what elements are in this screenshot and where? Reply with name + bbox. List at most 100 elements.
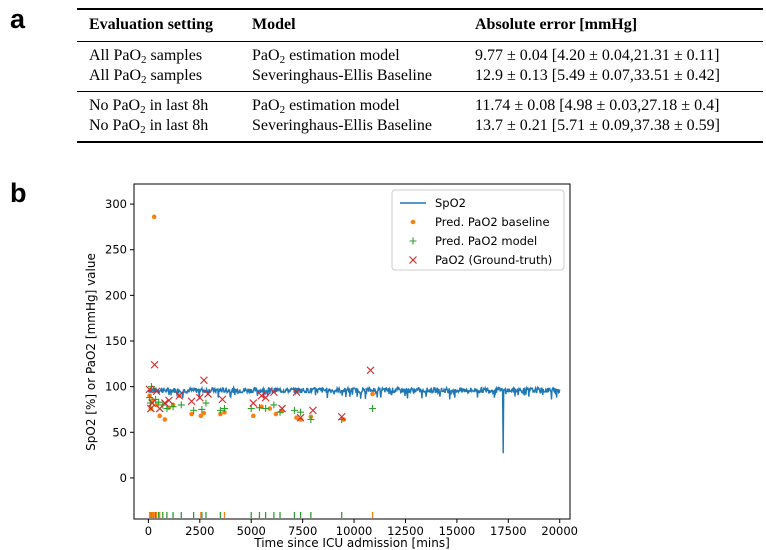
- model-point: [155, 398, 163, 406]
- model-point: [307, 416, 315, 424]
- error-text: 9.77 ± 0.04 [4.20 ± 0.04,21.31 ± 0.11]: [475, 47, 720, 64]
- model-subscript: 2: [279, 54, 286, 66]
- setting-text: No PaO: [89, 117, 141, 134]
- model-point: [369, 405, 377, 413]
- table-cell-model: Severinghaus-Ellis Baseline: [252, 67, 432, 85]
- ground-truth-point: [218, 395, 227, 404]
- setting-subscript: 2: [140, 124, 146, 136]
- table-cell-setting: No PaO2 in last 8h: [89, 97, 209, 116]
- results-table: Evaluation setting Model Absolute error …: [77, 8, 763, 148]
- ground-truth-point: [200, 376, 208, 385]
- y-tick-label: 250: [105, 243, 127, 257]
- panel-label-a: a: [10, 4, 26, 34]
- baseline-point: [294, 415, 299, 420]
- model-point: [198, 405, 206, 413]
- baseline-point: [250, 413, 256, 419]
- ground-truth-point: [160, 399, 169, 407]
- model-point: [163, 405, 171, 413]
- ground-truth-point: [148, 399, 156, 407]
- baseline-point: [162, 417, 168, 422]
- table-cell-error: 13.7 ± 0.21 [5.71 ± 0.09,37.38 ± 0.59]: [475, 117, 720, 135]
- model-point: [262, 405, 270, 413]
- x-tick-label: 15000: [439, 524, 476, 538]
- x-tick-label: 7500: [288, 524, 317, 538]
- model-point: [169, 403, 177, 411]
- y-tick-label: 150: [105, 334, 127, 348]
- table-bottom-rule: [77, 141, 763, 143]
- legend-entry: PaO2 (Ground-truth): [435, 253, 552, 267]
- ground-truth-point: [261, 393, 270, 402]
- table-cell-model: PaO2 estimation model: [252, 47, 400, 66]
- ground-truth-point: [165, 396, 173, 405]
- spo2-pao2-chart: 0 2500 5000 7500 10000 12500 15000 17500 20000 0 5…: [84, 183, 578, 550]
- ground-truth-point: [195, 393, 204, 402]
- baseline-point: [273, 411, 279, 417]
- y-axis-label: SpO2 [%] or PaO2 [mmHg] value: [84, 253, 98, 451]
- model-subscript: 2: [279, 104, 286, 116]
- ground-truth-point: [309, 406, 317, 415]
- y-tick-label: 100: [105, 380, 127, 394]
- baseline-point: [157, 413, 163, 419]
- spo2-series-line: [147, 384, 561, 454]
- setting-subscript: 2: [141, 74, 147, 86]
- setting-text: All PaO: [89, 47, 141, 64]
- x-tick-label: 20000: [541, 524, 578, 538]
- x-tick-label: 17500: [490, 524, 527, 538]
- table-group-rule: [77, 91, 763, 92]
- table-top-rule: [77, 8, 763, 10]
- model-point: [220, 405, 228, 413]
- model-point: [216, 406, 224, 414]
- model-point: [177, 401, 185, 409]
- model-point: [255, 404, 263, 412]
- ground-truth-point: [152, 387, 161, 396]
- ground-truth-point: [257, 391, 266, 400]
- table-cell-model: PaO2 estimation model: [252, 97, 400, 116]
- ground-truth-point: [150, 360, 159, 369]
- header-model: Model: [252, 16, 296, 33]
- table-cell-error: 12.9 ± 0.13 [5.49 ± 0.07,33.51 ± 0.42]: [475, 67, 720, 85]
- model-point: [150, 385, 158, 393]
- table-cell-setting: All PaO2 samples: [89, 67, 202, 86]
- ground-truth-point: [337, 412, 346, 421]
- plot-frame: [133, 183, 571, 520]
- legend-entry: Pred. PaO2 model: [435, 234, 537, 248]
- model-point: [247, 405, 255, 413]
- table-cell-error: 11.74 ± 0.08 [4.98 ± 0.03,27.18 ± 0.4]: [475, 97, 719, 115]
- table-cell-setting: All PaO2 samples: [89, 47, 203, 66]
- model-point: [297, 408, 305, 416]
- table-cell-model: Severinghaus-Ellis Baseline: [252, 117, 432, 135]
- baseline-point: [267, 406, 273, 411]
- legend-entry: Pred. PaO2 baseline: [435, 215, 550, 229]
- ground-truth-point: [249, 399, 258, 407]
- model-text-suffix: estimation model: [285, 97, 400, 114]
- model-point: [290, 406, 298, 414]
- legend-swatch-model-point: [409, 237, 417, 245]
- ground-truth-point: [175, 391, 184, 400]
- setting-subscript: 2: [140, 104, 146, 116]
- ground-truth-point: [204, 390, 212, 398]
- ground-truth-point: [145, 385, 154, 394]
- x-tick-label: 5000: [237, 524, 266, 538]
- baseline-point: [218, 411, 223, 417]
- legend-swatch-ground-truth-point: [409, 256, 417, 264]
- setting-text-suffix: in last 8h: [145, 117, 209, 134]
- setting-text-suffix: samples: [146, 47, 203, 64]
- panel-label-b: b: [10, 178, 27, 208]
- x-axis-label: Time since ICU admission [mins]: [253, 536, 450, 550]
- header-absolute-error: Absolute error [mmHg]: [475, 16, 638, 33]
- setting-text: No PaO: [89, 97, 141, 114]
- model-point: [190, 406, 198, 414]
- model-text: PaO: [252, 97, 280, 114]
- model-text: PaO: [252, 47, 280, 64]
- model-text: Severinghaus-Ellis Baseline: [252, 117, 432, 134]
- setting-text-suffix: in last 8h: [145, 97, 209, 114]
- error-text: 13.7 ± 0.21 [5.71 ± 0.09,37.38 ± 0.59]: [475, 117, 720, 134]
- x-tick-label: 2500: [185, 524, 214, 538]
- baseline-point: [222, 409, 227, 415]
- model-point: [202, 399, 210, 407]
- table-cell-error: 9.77 ± 0.04 [4.20 ± 0.04,21.31 ± 0.11]: [475, 47, 719, 65]
- error-text: 12.9 ± 0.13 [5.49 ± 0.07,33.51 ± 0.42]: [475, 67, 720, 84]
- table-header-rule: [77, 41, 763, 42]
- legend: SpO2 Pred. PaO2 baseline Pred. PaO2 model P…: [391, 189, 565, 271]
- baseline-point: [198, 413, 204, 419]
